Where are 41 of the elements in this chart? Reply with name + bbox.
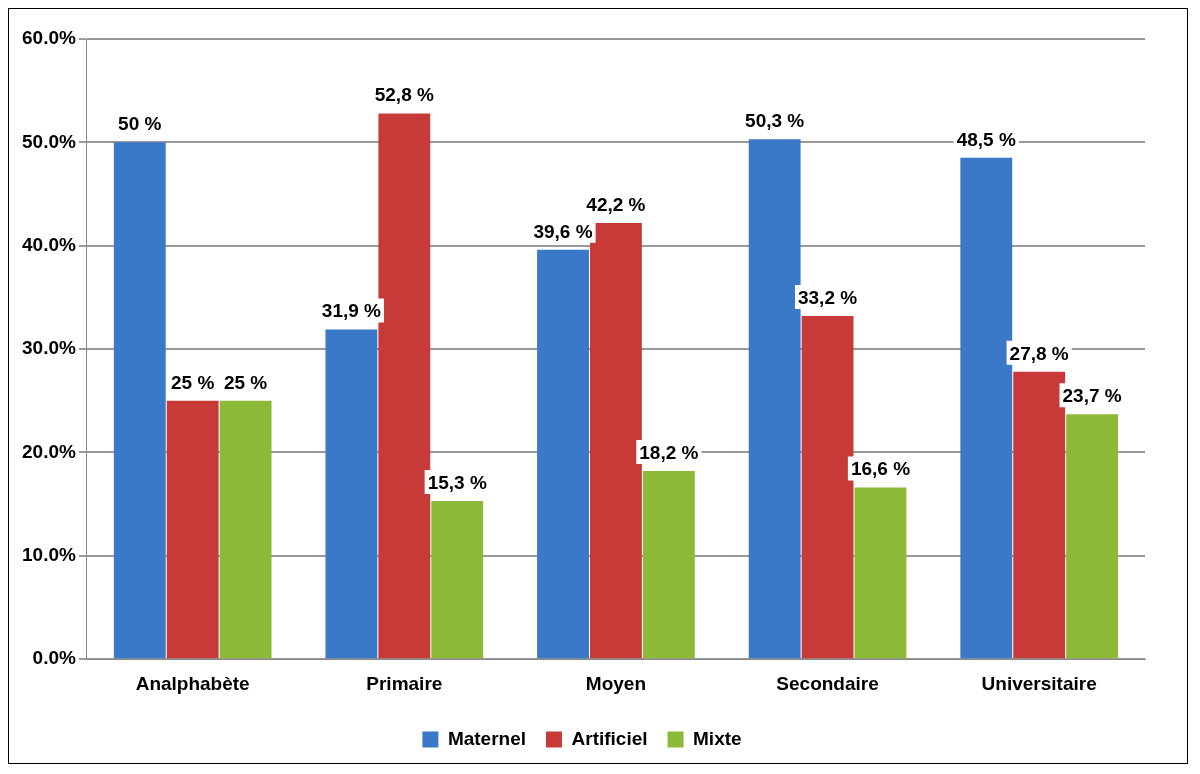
x-tick-label: Primaire bbox=[366, 672, 443, 694]
y-tick-label: 40.0% bbox=[22, 233, 76, 255]
y-tick-label: 50.0% bbox=[22, 130, 76, 152]
data-label: 33,2 % bbox=[797, 286, 858, 308]
bar bbox=[801, 316, 854, 659]
bar bbox=[590, 222, 642, 659]
legend-label: Maternel bbox=[447, 727, 527, 749]
bar bbox=[431, 501, 484, 659]
y-tick-label: 30.0% bbox=[22, 337, 76, 359]
bar bbox=[219, 400, 272, 659]
bar bbox=[854, 487, 907, 659]
bar bbox=[642, 471, 695, 659]
bar bbox=[113, 142, 166, 659]
x-tick-label: Analphabète bbox=[135, 672, 250, 694]
bar bbox=[166, 400, 219, 659]
data-label: 50 % bbox=[118, 113, 162, 135]
x-tick-label: Moyen bbox=[585, 672, 647, 694]
x-tick-label: Secondaire bbox=[776, 672, 879, 694]
y-tick-label: 20.0% bbox=[22, 440, 76, 462]
data-label: 25 % bbox=[171, 371, 215, 393]
data-label: 31,9 % bbox=[321, 300, 382, 322]
bar bbox=[325, 329, 378, 659]
data-label: 23,7 % bbox=[1062, 384, 1122, 406]
data-label: 52,8 % bbox=[374, 84, 434, 106]
y-tick-label: 60.0% bbox=[22, 27, 76, 49]
data-label: 50,3 % bbox=[745, 110, 805, 131]
data-label: 42,2 % bbox=[586, 193, 646, 215]
data-label: 15,3 % bbox=[427, 471, 487, 493]
data-label: 48,5 % bbox=[956, 128, 1016, 150]
data-label: 16,6 % bbox=[850, 458, 911, 480]
x-tick-label: Universitaire bbox=[981, 672, 1097, 694]
y-tick-label: 10.0% bbox=[22, 544, 76, 566]
bar bbox=[537, 249, 589, 659]
data-label: 39,6 % bbox=[533, 220, 593, 242]
data-label: 27,8 % bbox=[1009, 342, 1069, 364]
bar bbox=[1066, 414, 1119, 659]
legend-label: Artificiel bbox=[571, 727, 648, 749]
data-label: 25 % bbox=[223, 371, 268, 393]
legend-label: Mixte bbox=[693, 727, 742, 749]
y-tick-label: 0.0% bbox=[32, 647, 76, 669]
data-label: 18,2 % bbox=[639, 441, 699, 463]
